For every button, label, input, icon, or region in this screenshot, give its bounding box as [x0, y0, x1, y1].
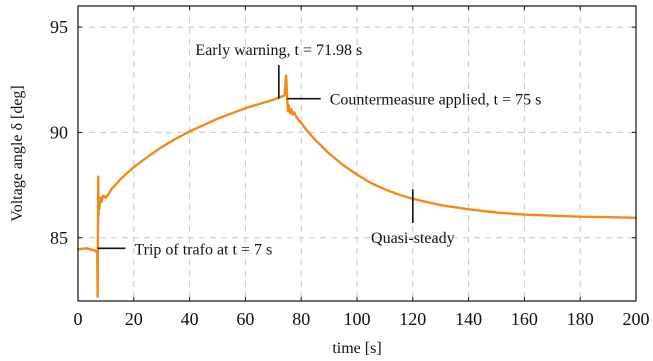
annotation-label: Countermeasure applied, t = 75 s: [330, 92, 542, 109]
y-tick-label: 90: [50, 122, 68, 142]
x-tick-label: 40: [181, 309, 199, 329]
x-tick-label: 180: [567, 309, 594, 329]
annotation-label: Early warning, t = 71.98 s: [195, 42, 362, 59]
x-axis-label: time [s]: [332, 340, 381, 357]
series-line: [76, 74, 638, 298]
y-tick-label: 85: [50, 228, 68, 248]
x-tick-label: 120: [399, 309, 426, 329]
series-layer: [76, 74, 638, 298]
y-tick-label: 95: [50, 17, 68, 37]
grid-lines: [78, 6, 636, 301]
x-tick-label: 0: [74, 309, 83, 329]
ticks: 0 20 40 60 80 100 120 140 160 180 200 85 90 95: [50, 6, 650, 329]
x-tick-label: 160: [511, 309, 538, 329]
x-tick-label: 140: [455, 309, 482, 329]
annotation-label: Quasi-steady: [371, 230, 455, 247]
x-tick-label: 80: [292, 309, 310, 329]
x-tick-label: 20: [125, 309, 143, 329]
x-tick-label: 60: [236, 309, 254, 329]
x-tick-label: 200: [623, 309, 650, 329]
annotation-label: Trip of trafo at t = 7 s: [134, 241, 272, 258]
y-axis-label: Voltage angle δ [deg]: [9, 85, 26, 222]
x-tick-label: 100: [344, 309, 371, 329]
annotations: Trip of trafo at t = 7 s Early warning, t…: [97, 42, 542, 258]
